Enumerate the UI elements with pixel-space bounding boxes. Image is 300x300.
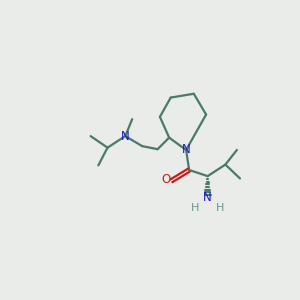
Text: N: N xyxy=(121,130,130,142)
Text: N: N xyxy=(182,143,190,157)
Text: H: H xyxy=(191,203,200,214)
Text: N: N xyxy=(203,191,212,204)
Text: H: H xyxy=(216,203,224,214)
Text: O: O xyxy=(161,173,171,187)
